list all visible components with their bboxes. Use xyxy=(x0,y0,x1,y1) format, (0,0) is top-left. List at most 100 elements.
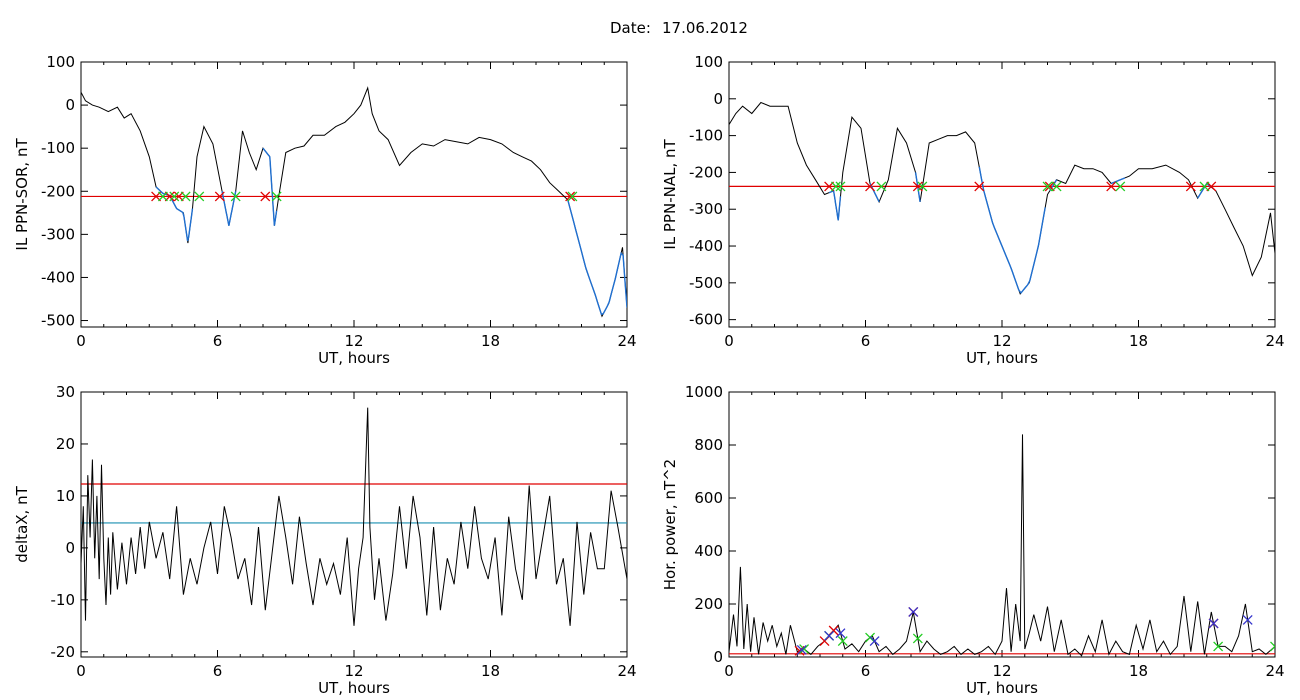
event-start-marker xyxy=(865,181,876,192)
event-start-marker-stroke-b xyxy=(1106,181,1117,192)
y-tick-label: 0 xyxy=(65,96,75,114)
event-end-marker-stroke-b xyxy=(1213,641,1224,652)
y-tick-label: 1000 xyxy=(685,383,723,401)
x-tick-label: 24 xyxy=(1265,332,1284,350)
x-tick-label: 12 xyxy=(344,332,363,350)
event-start-marker xyxy=(260,191,271,202)
y-tick-label: -300 xyxy=(689,200,723,218)
y-axis-title: IL PPN-SOR, nT xyxy=(13,138,31,251)
y-tick-label: 100 xyxy=(694,53,723,71)
y-tick-label: 100 xyxy=(46,53,75,71)
event-peak-marker xyxy=(835,628,846,639)
event-end-marker xyxy=(1270,641,1275,652)
event-start-marker xyxy=(1106,181,1117,192)
x-tick-label: 0 xyxy=(724,662,734,680)
event-peak-marker-stroke-b xyxy=(869,636,880,647)
series-trace xyxy=(729,434,1275,657)
x-axis-title: UT, hours xyxy=(966,349,1038,367)
y-tick-label: 0 xyxy=(713,648,723,666)
event-end-marker xyxy=(180,191,191,202)
x-tick-label: 12 xyxy=(344,662,363,680)
y-tick-label: 10 xyxy=(56,487,75,505)
x-tick-label: 24 xyxy=(1265,662,1284,680)
date-label: Date: xyxy=(610,19,651,37)
event-end-marker-stroke-b xyxy=(157,191,168,202)
event-start-marker xyxy=(565,191,576,202)
y-tick-label: -100 xyxy=(689,127,723,145)
event-segment xyxy=(155,186,194,242)
series-trace xyxy=(729,101,1275,295)
y-axis-title: IL PPN-NAL, nT xyxy=(661,139,679,250)
event-peak-marker xyxy=(908,606,919,617)
series-trace xyxy=(81,86,627,318)
event-start-marker-stroke-b xyxy=(912,181,923,192)
panel-deltax: 0 6 12 18 24 30 20 10 0 -10 -20 UT, hours deltaX, nT xyxy=(13,383,637,697)
y-tick-label: -20 xyxy=(51,643,76,661)
event-end-marker xyxy=(1213,641,1224,652)
panel-il-ppn-sor: 0 6 12 18 24 100 0 -100 -200 -300 -400 -500 UT, hour… xyxy=(13,53,637,367)
event-start-marker-stroke-b xyxy=(214,191,225,202)
event-peak-marker-stroke-b xyxy=(1208,618,1219,629)
event-end-marker xyxy=(1199,181,1210,192)
y-tick-label: 800 xyxy=(694,436,723,454)
x-tick-label: 0 xyxy=(76,332,86,350)
event-end-marker xyxy=(1115,181,1126,192)
x-tick-label: 24 xyxy=(617,662,636,680)
x-tick-label: 6 xyxy=(861,662,871,680)
event-end-marker-stroke-b xyxy=(1051,181,1062,192)
event-end-marker xyxy=(567,191,578,202)
x-tick-label: 18 xyxy=(481,332,500,350)
x-tick-label: 0 xyxy=(76,662,86,680)
y-tick-label: -400 xyxy=(41,268,75,286)
event-peak-marker-stroke-b xyxy=(1242,614,1253,625)
y-tick-label: -600 xyxy=(689,311,723,329)
x-tick-label: 6 xyxy=(213,332,223,350)
event-end-marker-stroke-a xyxy=(1270,641,1275,648)
event-end-marker-stroke-b xyxy=(169,191,180,202)
panel-il-ppn-nal: 0 6 12 18 24 100 0 -100 -200 -300 -400 -500 -600 UT, … xyxy=(661,53,1285,367)
x-axis-title: UT, hours xyxy=(318,349,390,367)
event-end-marker-stroke-b xyxy=(230,191,241,202)
x-tick-label: 0 xyxy=(724,332,734,350)
event-end-marker-stroke-b xyxy=(917,181,928,192)
y-tick-label: 400 xyxy=(694,542,723,560)
event-peak-marker xyxy=(824,630,835,641)
event-end-marker-stroke-b xyxy=(912,633,923,644)
series-trace xyxy=(81,407,627,626)
date-value: 17.06.2012 xyxy=(662,19,748,37)
event-end-marker xyxy=(1051,181,1062,192)
event-peak-marker-stroke-b xyxy=(908,606,919,617)
y-tick-label: -200 xyxy=(41,182,75,200)
event-end-marker xyxy=(876,181,887,192)
plot-area xyxy=(729,434,1275,657)
event-segment xyxy=(978,166,1046,295)
event-end-marker-stroke-b xyxy=(194,191,205,202)
panel-hor-power: 0 6 12 18 24 1000 800 600 400 200 0 UT, hours Hor. p… xyxy=(661,383,1285,697)
y-tick-label: -400 xyxy=(689,237,723,255)
event-segment xyxy=(221,191,237,226)
event-peak-marker xyxy=(1242,614,1253,625)
event-end-marker-stroke-b xyxy=(1199,181,1210,192)
event-end-marker-stroke-b xyxy=(835,181,846,192)
y-tick-label: 0 xyxy=(65,539,75,557)
x-tick-label: 6 xyxy=(213,662,223,680)
event-end-marker-stroke-b xyxy=(830,181,841,192)
event-start-marker xyxy=(974,181,985,192)
event-peak-marker-stroke-b xyxy=(824,630,835,641)
x-tick-label: 18 xyxy=(481,662,500,680)
x-axis-title: UT, hours xyxy=(318,679,390,697)
event-end-marker-stroke-b xyxy=(1270,645,1275,652)
event-segment xyxy=(869,183,880,203)
event-start-marker xyxy=(912,181,923,192)
y-tick-label: 30 xyxy=(56,383,75,401)
plot-area xyxy=(729,101,1275,295)
x-axis-title: UT, hours xyxy=(966,679,1038,697)
event-segment xyxy=(1110,177,1126,185)
event-start-marker-stroke-b xyxy=(260,191,271,202)
plot-frame xyxy=(728,391,1276,658)
y-tick-label: -10 xyxy=(51,591,76,609)
event-end-marker xyxy=(865,632,876,643)
event-end-marker-stroke-b xyxy=(1115,181,1126,192)
event-end-marker-stroke-b xyxy=(1042,181,1053,192)
